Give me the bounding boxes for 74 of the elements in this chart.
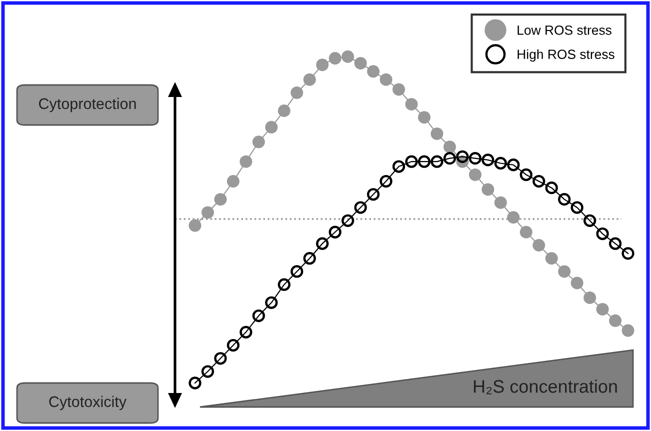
point [252,136,265,148]
point [456,150,469,163]
point [392,160,406,173]
point [214,193,227,206]
point [188,376,202,390]
legend-label: High ROS stress [518,49,614,62]
point [570,276,584,290]
point [443,152,456,165]
point [405,155,418,168]
point [482,154,494,166]
point [494,196,507,209]
point [290,86,304,99]
point [443,140,456,154]
point [278,104,290,118]
point [545,182,558,194]
point [596,227,609,240]
point [520,168,532,182]
point [226,338,240,352]
text: Cytoprotection [39,98,136,112]
point [609,314,622,327]
point [430,127,444,140]
point [405,98,418,110]
point [240,155,252,168]
point [622,324,634,337]
point [545,252,558,265]
point [532,238,546,252]
point [328,52,342,65]
point [188,219,202,232]
point [366,188,380,201]
text: Cytotoxicity [49,396,127,410]
point [303,252,316,265]
point [201,365,214,378]
point [303,73,316,86]
point [558,193,571,206]
point [316,58,329,72]
x-axis-title: H₂S concentration [474,380,617,394]
point [507,158,520,172]
point [430,155,444,168]
point [558,265,571,278]
point [342,50,354,63]
point [380,174,392,188]
point [316,237,329,250]
point [265,120,278,134]
point [583,214,596,227]
legend-label: Low ROS stress [518,26,612,35]
point [354,201,367,214]
point [367,65,380,78]
point [290,265,304,278]
point [532,174,546,188]
point [226,175,240,188]
point [278,278,290,291]
point [418,111,430,124]
point [240,326,252,338]
point [494,156,507,170]
point [328,226,342,238]
point [584,291,596,304]
point [596,302,609,316]
point [354,56,367,70]
point [520,226,532,238]
point [265,296,278,309]
point [392,83,406,96]
point [482,183,494,196]
point [468,152,482,165]
point [252,309,265,322]
point [608,237,622,250]
point [468,168,482,181]
point [507,211,520,224]
point [214,352,227,365]
point [570,201,584,214]
point [201,206,214,219]
point [380,73,392,86]
point [418,155,431,168]
point [622,247,634,260]
point [342,214,354,227]
